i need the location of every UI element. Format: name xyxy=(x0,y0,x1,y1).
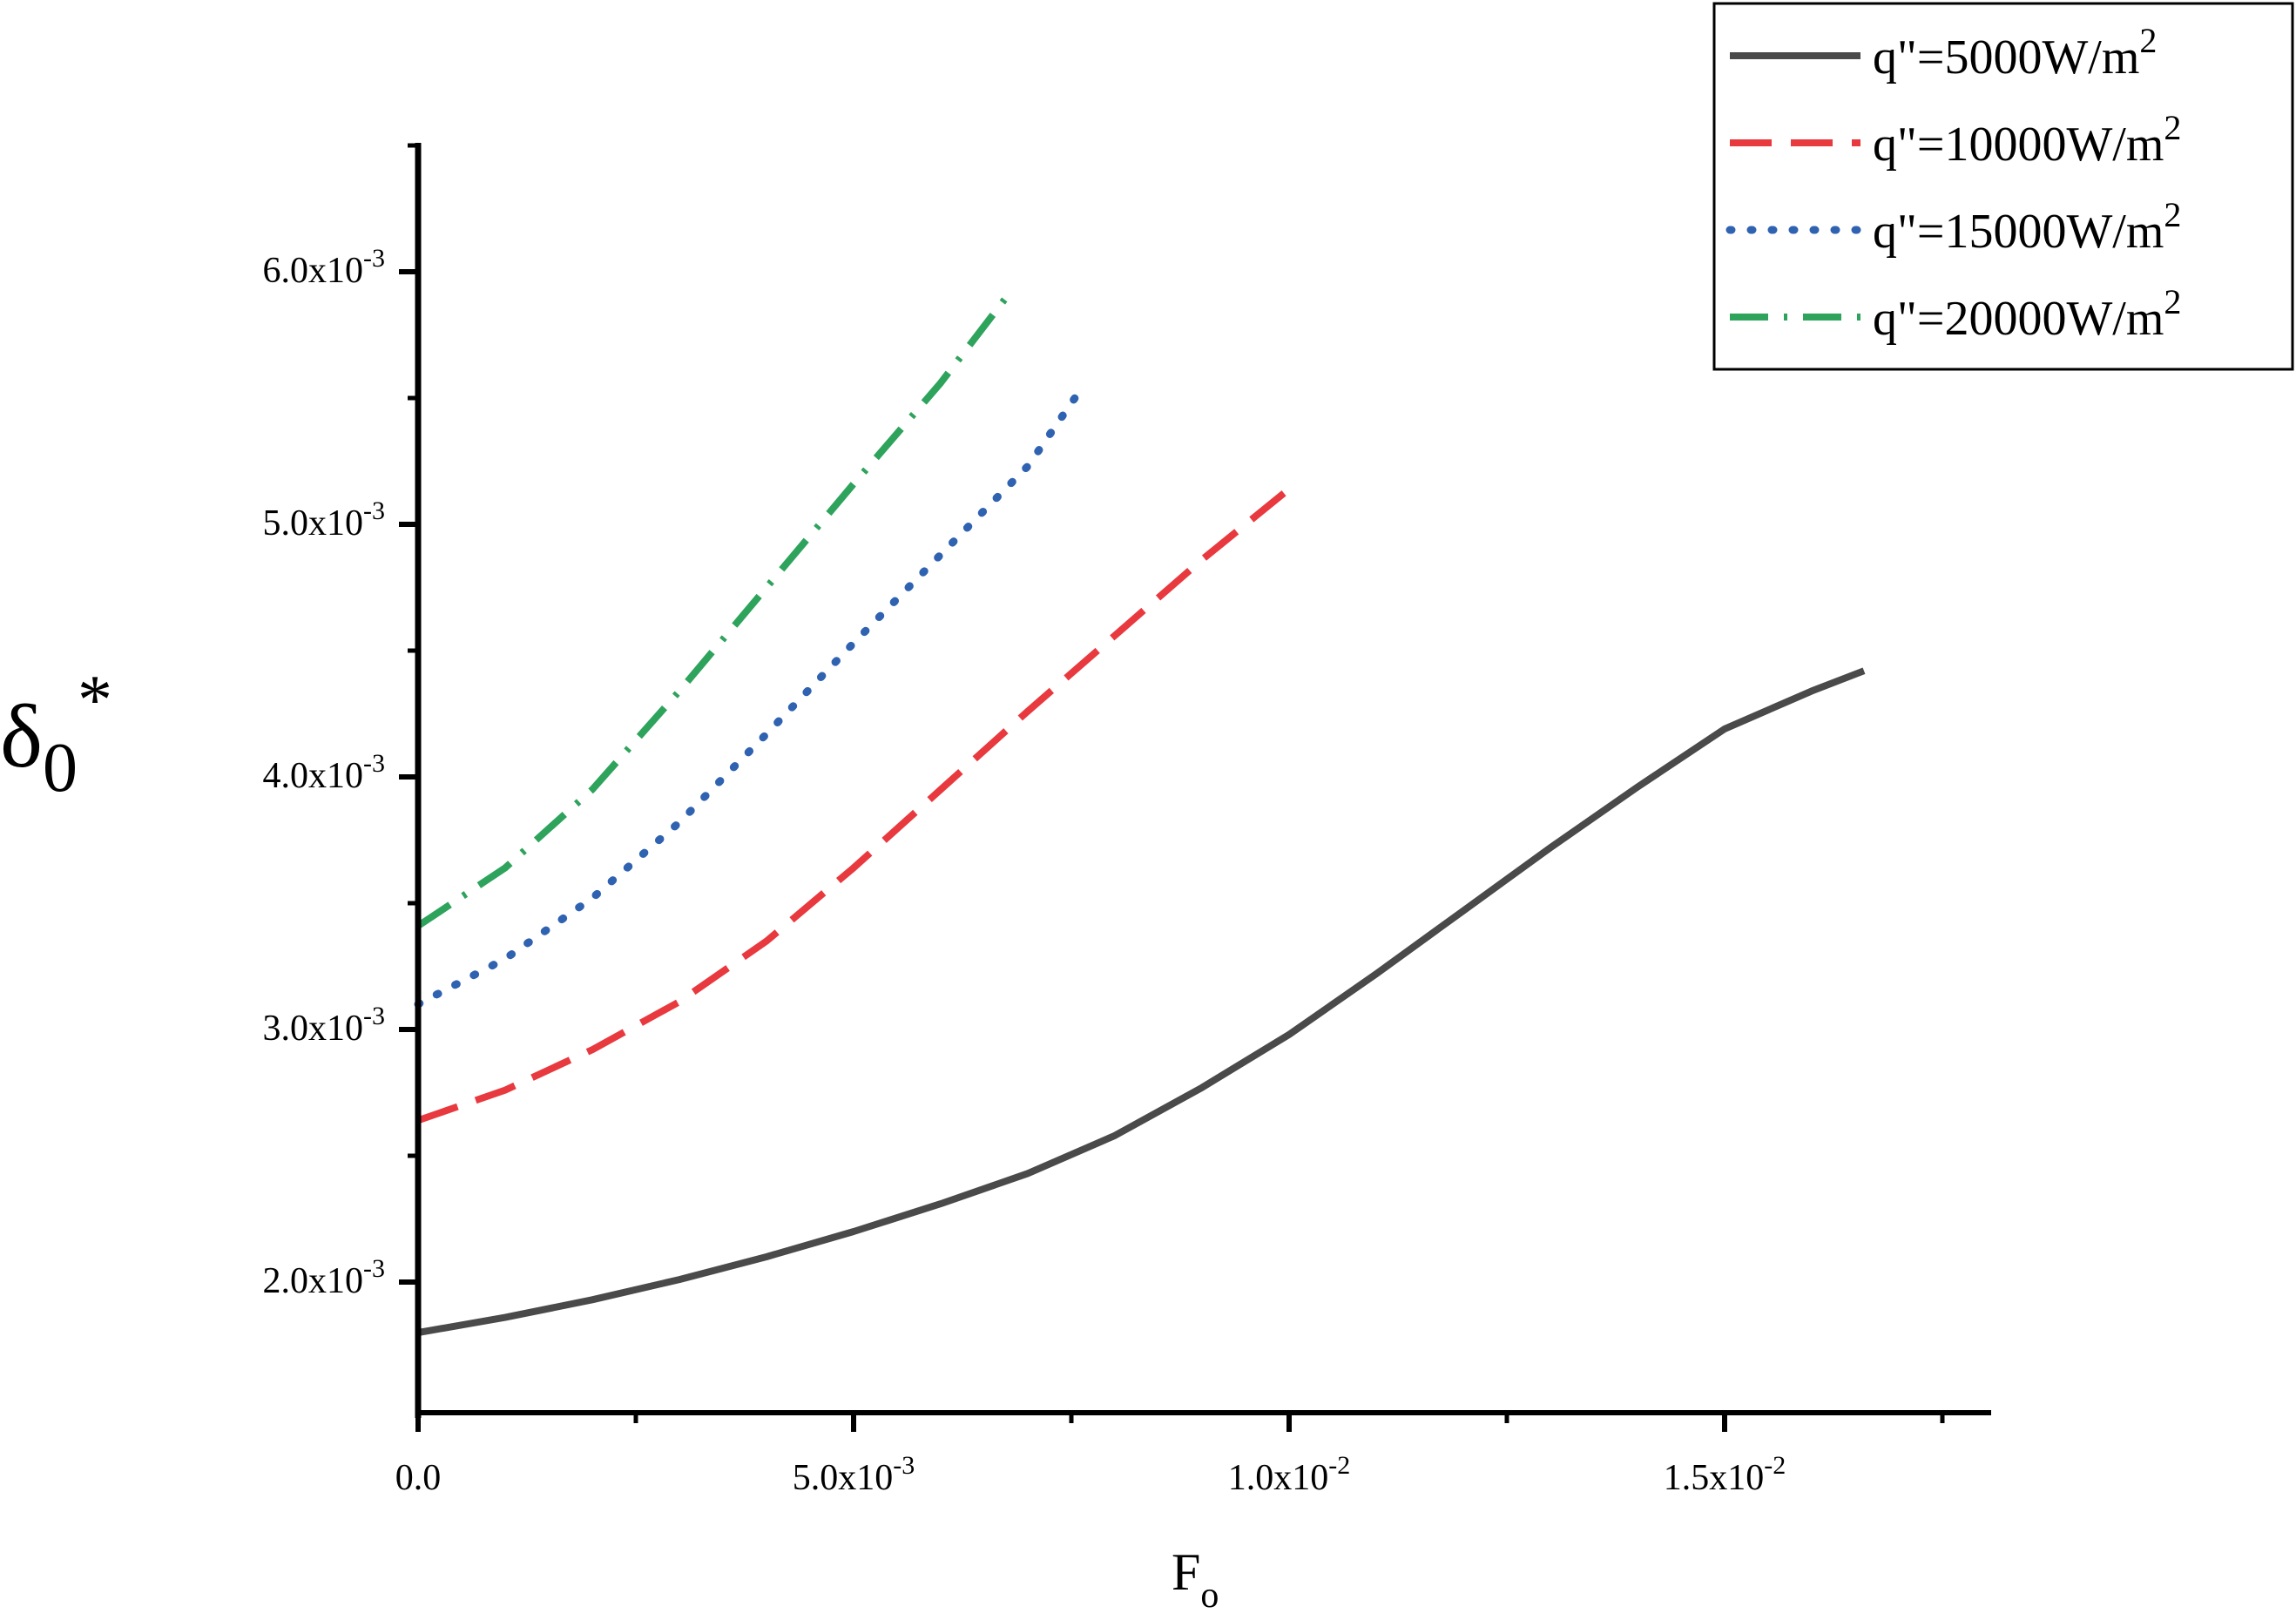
x-tick-mantissa: 5.0x10 xyxy=(793,1458,894,1498)
legend-items: q"=5000W/m2q"=10000W/m2q"=15000W/m2q"=20… xyxy=(1725,21,2181,346)
x-tick-label: 1.5x10-2 xyxy=(1664,1451,1786,1498)
y-tick-label: 3.0x10-3 xyxy=(263,1002,386,1049)
x-tick-label: 1.0x10-2 xyxy=(1228,1451,1351,1498)
legend-label-3: q"=15000W/m2 xyxy=(1873,195,2181,259)
y-tick-mantissa: 6.0x10 xyxy=(263,251,364,291)
series-line-1 xyxy=(417,667,1866,1336)
y-axis-label-sub: 0 xyxy=(43,730,78,807)
legend-label-text: q"=15000W/m xyxy=(1873,205,2164,259)
series-layer xyxy=(414,289,1866,1336)
x-tick-mantissa: 1.5x10 xyxy=(1664,1458,1765,1498)
legend-label-exponent: 2 xyxy=(2164,282,2181,321)
y-tick-mantissa: 4.0x10 xyxy=(263,756,364,796)
axes xyxy=(415,143,1991,1418)
legend: q"=5000W/m2q"=10000W/m2q"=15000W/m2q"=20… xyxy=(1712,2,2294,371)
ticks: 2.0x10-33.0x10-34.0x10-35.0x10-36.0x10-3… xyxy=(263,143,1945,1498)
x-tick-mantissa: 0.0 xyxy=(395,1458,442,1498)
legend-label-exponent: 2 xyxy=(2164,195,2181,234)
y-tick-label: 6.0x10-3 xyxy=(263,244,386,291)
legend-label-1: q"=5000W/m2 xyxy=(1873,21,2157,84)
series-line-4 xyxy=(415,289,1014,929)
series-line-2 xyxy=(416,486,1292,1124)
y-tick-label: 2.0x10-3 xyxy=(263,1254,386,1301)
legend-label-text: q"=5000W/m xyxy=(1873,30,2139,84)
y-tick-exponent: -3 xyxy=(363,496,385,525)
y-tick-exponent: -3 xyxy=(363,1002,385,1030)
y-tick-mantissa: 3.0x10 xyxy=(263,1009,364,1049)
legend-box xyxy=(1712,2,2294,371)
y-tick-exponent: -3 xyxy=(363,749,385,778)
y-axis-label-main: δ xyxy=(0,686,43,786)
x-tick-label: 0.0 xyxy=(395,1458,442,1498)
y-tick-label: 4.0x10-3 xyxy=(263,749,386,796)
y-tick-mantissa: 5.0x10 xyxy=(263,503,364,543)
y-tick-exponent: -3 xyxy=(363,244,385,273)
legend-label-text: q"=10000W/m xyxy=(1873,118,2164,172)
y-axis-label: δ0* xyxy=(0,662,112,807)
legend-label-exponent: 2 xyxy=(2139,21,2157,60)
legend-label-4: q"=20000W/m2 xyxy=(1873,282,2181,346)
y-tick-exponent: -3 xyxy=(363,1254,385,1283)
series-line-3 xyxy=(414,386,1084,1009)
x-tick-exponent: -3 xyxy=(893,1451,915,1480)
x-tick-mantissa: 1.0x10 xyxy=(1228,1458,1329,1498)
x-axis-label-sub: o xyxy=(1200,1576,1219,1616)
x-axis-label: Fo xyxy=(1172,1543,1219,1616)
x-axis-label-main: F xyxy=(1172,1543,1200,1601)
legend-label-2: q"=10000W/m2 xyxy=(1873,108,2181,172)
x-tick-exponent: -2 xyxy=(1328,1451,1350,1480)
y-tick-mantissa: 2.0x10 xyxy=(263,1261,364,1301)
y-axis-label-sup: * xyxy=(78,662,112,739)
x-tick-exponent: -2 xyxy=(1764,1451,1786,1480)
legend-label-exponent: 2 xyxy=(2164,108,2181,147)
y-tick-label: 5.0x10-3 xyxy=(263,496,386,543)
x-tick-label: 5.0x10-3 xyxy=(793,1451,915,1498)
legend-label-text: q"=20000W/m xyxy=(1873,292,2164,346)
